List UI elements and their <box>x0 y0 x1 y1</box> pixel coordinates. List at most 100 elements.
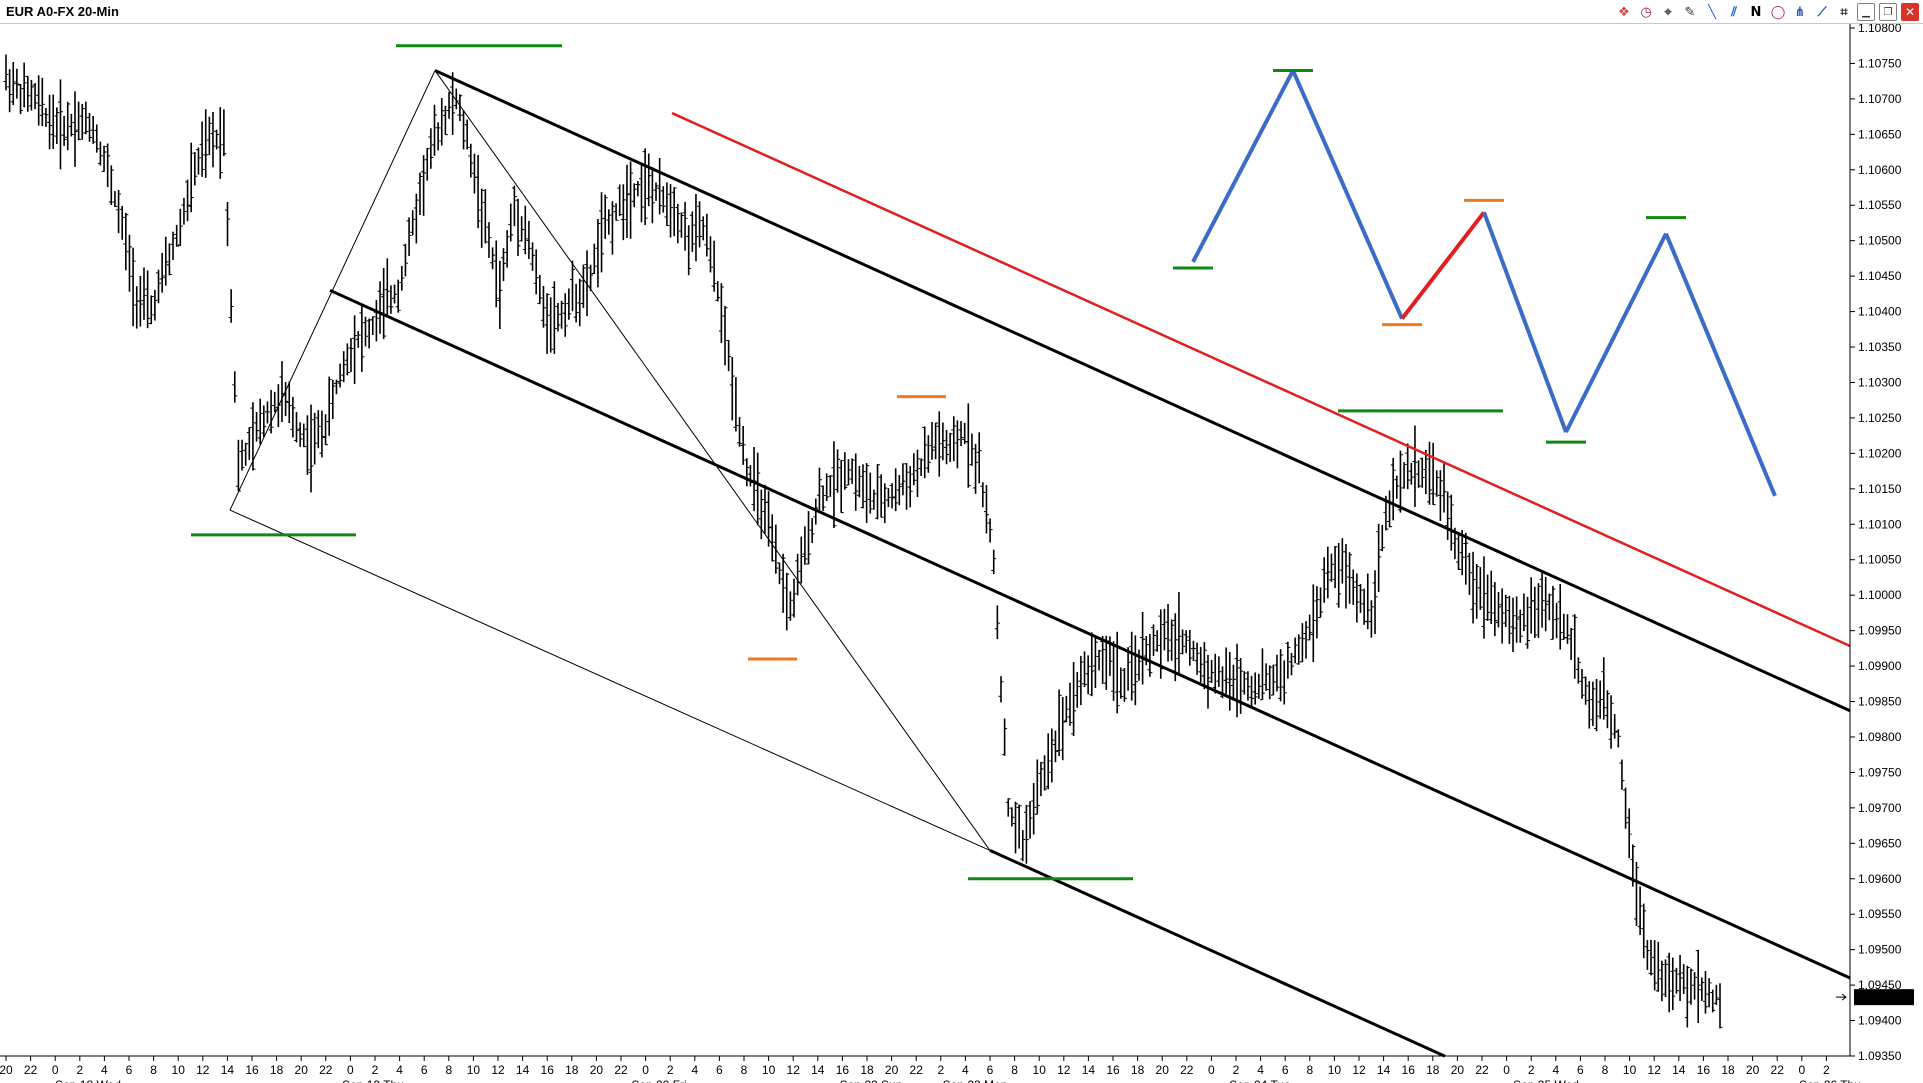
price-tick-label: 1.10150 <box>1858 482 1902 496</box>
red-trend-line <box>671 111 1851 648</box>
price-tick-label: 1.10800 <box>1858 24 1902 35</box>
circle-icon[interactable]: ◯ <box>1770 4 1786 20</box>
price-tick-label: 1.09900 <box>1858 659 1902 673</box>
day-label: Sep 19 Thu <box>342 1078 404 1083</box>
time-tick-label: 8 <box>445 1063 452 1077</box>
time-tick-label: 10 <box>172 1063 186 1077</box>
time-tick-label: 20 <box>590 1063 604 1077</box>
time-tick-label: 20 <box>1156 1063 1170 1077</box>
time-tick-label: 8 <box>1306 1063 1313 1077</box>
time-tick-label: 0 <box>1208 1063 1215 1077</box>
time-tick-label: 10 <box>1623 1063 1637 1077</box>
time-tick-label: 14 <box>516 1063 530 1077</box>
time-tick-label: 6 <box>1577 1063 1584 1077</box>
time-tick-label: 8 <box>1011 1063 1018 1077</box>
time-tick-label: 8 <box>150 1063 157 1077</box>
time-tick-label: 22 <box>24 1063 38 1077</box>
price-tick-label: 1.10400 <box>1858 305 1902 319</box>
day-label: Sep 18 Wed <box>55 1078 121 1083</box>
price-tick-label: 1.10350 <box>1858 340 1902 354</box>
price-axis-background <box>1851 24 1923 1056</box>
chart-background <box>0 24 1923 1083</box>
chart-title: EUR A0-FX 20-Min <box>6 4 119 19</box>
drawing-tools <box>229 69 1851 1058</box>
minimize-icon[interactable]: ▁ <box>1857 3 1875 21</box>
time-tick-label: 10 <box>467 1063 481 1077</box>
time-tick-label: 14 <box>1082 1063 1096 1077</box>
day-label: Sep 23 Mon <box>943 1078 1008 1083</box>
time-tick-label: 20 <box>1746 1063 1760 1077</box>
time-tick-label: 18 <box>1721 1063 1735 1077</box>
projection-leg <box>1664 232 1777 497</box>
last-price-box <box>1854 989 1914 1006</box>
price-tick-label: 1.10500 <box>1858 234 1902 248</box>
price-tick-label: 1.09700 <box>1858 801 1902 815</box>
price-tick-label: 1.10100 <box>1858 517 1902 531</box>
price-chart[interactable]: 1.10800 1.10750 1.10700 1.10650 1.10600 1.105… <box>0 24 1923 1083</box>
last-price-arrow <box>1836 993 1847 1001</box>
palette-icon[interactable]: ❖ <box>1618 4 1630 20</box>
price-tick-label: 1.09400 <box>1858 1014 1902 1028</box>
time-tick-label: 14 <box>221 1063 235 1077</box>
chart-toolbar: ❖ ◷ ⌖ ✎ ╲ ⫽ N ◯ ⋔ ⟋ ⌗ ▁ ❐ ✕ <box>1615 2 1919 22</box>
price-tick-label: 1.09500 <box>1858 943 1902 957</box>
time-tick-label: 18 <box>1426 1063 1440 1077</box>
price-tick-label: 1.10600 <box>1858 163 1902 177</box>
time-tick-label: 18 <box>270 1063 284 1077</box>
projection-leg <box>1191 69 1295 263</box>
time-tick-label: 4 <box>101 1063 108 1077</box>
time-tick-label: 0 <box>52 1063 59 1077</box>
time-tick-label: 8 <box>741 1063 748 1077</box>
price-tick-label: 1.10000 <box>1858 588 1902 602</box>
price-tick-label: 1.09450 <box>1858 978 1902 992</box>
cursor-icon[interactable]: ⌖ <box>1664 4 1672 20</box>
double-line-icon[interactable]: ⫽ <box>1731 4 1737 20</box>
time-tick-label: 2 <box>937 1063 944 1077</box>
clock-icon[interactable]: ◷ <box>1640 4 1652 20</box>
time-tick-label: 4 <box>1552 1063 1559 1077</box>
time-tick-label: 16 <box>1106 1063 1120 1077</box>
time-tick-label: 10 <box>762 1063 776 1077</box>
time-tick-label: 22 <box>1180 1063 1194 1077</box>
time-tick-label: 12 <box>1648 1063 1662 1077</box>
time-tick-label: 10 <box>1033 1063 1047 1077</box>
projection-leg <box>1291 69 1404 320</box>
time-tick-label: 12 <box>787 1063 801 1077</box>
time-tick-label: 6 <box>126 1063 133 1077</box>
time-tick-label: 6 <box>421 1063 428 1077</box>
time-tick-label: 22 <box>614 1063 628 1077</box>
time-axis: 20 22 0 2 4 6 8 10 12 14 16 18 20 22 0 2 4 6 8 10 12 14 16 18 20… <box>0 1055 1861 1083</box>
fork-icon[interactable]: ⋔ <box>1794 4 1806 20</box>
close-icon[interactable]: ✕ <box>1901 3 1919 21</box>
time-tick-label: 16 <box>836 1063 850 1077</box>
time-tick-label: 16 <box>1697 1063 1711 1077</box>
pivot-line <box>229 509 991 851</box>
time-tick-label: 20 <box>1451 1063 1465 1077</box>
time-tick-label: 6 <box>1282 1063 1289 1077</box>
time-tick-label: 18 <box>860 1063 874 1077</box>
day-label: Sep 24 Tue <box>1229 1078 1291 1083</box>
chart-titlebar: EUR A0-FX 20-Min ❖ ◷ ⌖ ✎ ╲ ⫽ N ◯ ⋔ ⟋ ⌗ ▁… <box>0 0 1923 24</box>
price-tick-label: 1.10750 <box>1858 56 1902 70</box>
time-tick-label: 20 <box>885 1063 899 1077</box>
time-tick-label: 2 <box>1823 1063 1830 1077</box>
time-tick-label: 14 <box>811 1063 825 1077</box>
time-tick-label: 2 <box>372 1063 379 1077</box>
pencil-icon[interactable]: ✎ <box>1684 4 1696 20</box>
time-tick-label: 22 <box>319 1063 333 1077</box>
price-tick-label: 1.10700 <box>1858 92 1902 106</box>
line-icon[interactable]: ╲ <box>1708 4 1716 20</box>
trend-icon[interactable]: ⟋ <box>1817 4 1827 20</box>
day-label: Sep 20 Fri <box>631 1078 686 1083</box>
time-tick-label: 0 <box>1798 1063 1805 1077</box>
time-tick-label: 6 <box>987 1063 994 1077</box>
time-tick-label: 6 <box>716 1063 723 1077</box>
time-tick-label: 16 <box>541 1063 555 1077</box>
n-icon[interactable]: N <box>1750 4 1762 20</box>
restore-icon[interactable]: ❐ <box>1879 3 1897 21</box>
crosshair-icon[interactable]: ⌗ <box>1840 4 1848 20</box>
projection-swing <box>1173 69 1777 497</box>
level-markers <box>191 44 1503 881</box>
price-tick-label: 1.10550 <box>1858 198 1902 212</box>
time-tick-label: 12 <box>1057 1063 1071 1077</box>
